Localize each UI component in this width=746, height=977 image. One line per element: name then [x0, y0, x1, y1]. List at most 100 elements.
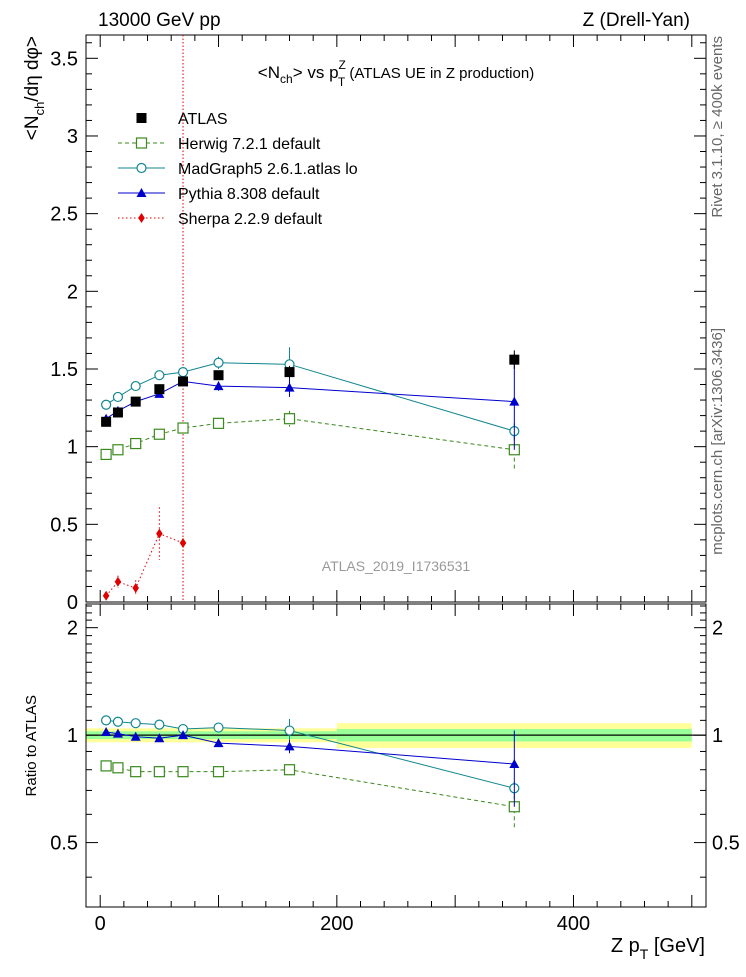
chart-title-sub-ch: ch [280, 72, 293, 86]
y-axis-title-top-a: <N [22, 115, 43, 140]
ratio-y-tick-label-right: 2 [712, 618, 723, 640]
legend-marker-0 [136, 113, 147, 123]
ratio-y-tick-label: 2 [67, 618, 78, 640]
series-filled-triangle-ratio-point [178, 730, 189, 740]
atlas-data-point [509, 354, 520, 365]
top-y-tick-label: 3.5 [50, 48, 78, 70]
series-open-square-ratio-point [112, 762, 124, 774]
series-filled-triangle-ratio-point [213, 738, 224, 748]
series-open-circle-point [112, 391, 124, 403]
x-axis-title-unit: [GeV] [648, 935, 705, 957]
legend-marker-4 [138, 213, 145, 223]
series-open-circle-point [101, 399, 112, 410]
atlas-data-point [213, 370, 224, 381]
y-axis-title-bottom: Ratio to ATLAS [23, 695, 40, 796]
legend-label-4: Sherpa 2.2.9 default [178, 211, 323, 228]
chart-title: <Nch> vs pZ T (ATLAS UE in Z production) [258, 58, 534, 89]
series-open-circle-ratio-point [101, 715, 112, 726]
chart-title-part-c: (ATLAS UE in Z production) [345, 65, 534, 82]
top-y-tick-label: 0 [67, 592, 78, 614]
ratio-panel-frame [85, 603, 707, 908]
chart-title-part-a: <N [258, 63, 280, 82]
legend-label-1: Herwig 7.2.1 default [178, 136, 321, 153]
series-open-square-ratio-point [212, 766, 225, 778]
ratio-y-tick-label-right: 1 [712, 725, 723, 747]
series-open-circle-point [177, 366, 189, 378]
top-y-tick-label: 0.5 [50, 514, 78, 536]
header-energy-label: 13000 GeV pp [98, 10, 221, 31]
series-open-square-ratio-point [100, 760, 112, 772]
series-open-square-point [283, 413, 296, 425]
rivet-side-label: Rivet 3.1.10, ≥ 400k events [709, 36, 726, 218]
legend-label-2: MadGraph5 2.6.1.atlas lo [178, 161, 358, 178]
series-filled-triangle-ratio-point [130, 731, 141, 741]
series-open-square-point [153, 428, 165, 440]
series-filled-triangle-ratio-point [112, 728, 123, 738]
series-filled-triangle-ratio-point [101, 727, 112, 737]
x-tick-label: 0 [95, 913, 106, 935]
series-filled-triangle-point [284, 382, 295, 392]
main-panel-frame [85, 34, 707, 603]
series-open-circle-point [130, 380, 141, 392]
series-open-square-point [177, 422, 189, 434]
series-open-square-point [212, 417, 225, 429]
series-filled-diamond-line [105, 533, 184, 597]
legend-marker-3 [136, 188, 147, 197]
ratio-y-tick-label: 1 [67, 725, 78, 747]
ratio-panel: 0 200 400 0.5 0.5 1 1 2 2 [50, 603, 740, 935]
atlas-data-point [130, 396, 141, 407]
y-axis-title-top-sub: ch [32, 102, 47, 116]
chart-title-sup-z: Z [339, 58, 346, 72]
top-y-tick-label: 2 [67, 281, 78, 303]
series-open-square-ratio-point [130, 766, 142, 778]
series-open-circle-line [105, 362, 515, 432]
series-open-square-ratio-point [283, 764, 296, 776]
series-filled-triangle-ratio-point [509, 759, 520, 769]
legend: ATLAS Herwig 7.2.1 default MadGraph5 2.6.1… [118, 111, 358, 228]
atlas-data-point [178, 376, 189, 387]
top-y-tick-label: 3 [67, 126, 78, 148]
legend-label-3: Pythia 8.308 default [178, 186, 320, 203]
series-open-circle-ratio-point [130, 718, 141, 729]
chart-title-part-b: > vs p [293, 63, 339, 82]
series-filled-diamond-point [179, 537, 187, 548]
y-axis-title-top: <Nch/dη dφ> [22, 36, 47, 140]
series-open-square-line [105, 418, 515, 455]
main-panel: 0 0.5 1 1.5 2 2.5 3 3.5 [50, 34, 707, 614]
legend-label-0: ATLAS [178, 111, 228, 128]
series-open-square-ratio-point [177, 766, 189, 778]
legend-marker-1 [135, 137, 148, 149]
series-filled-triangle-point [213, 381, 224, 391]
x-axis-title: Z pT [GeV] [611, 935, 705, 962]
ratio-y-tick-label-right: 0.5 [712, 833, 740, 855]
x-axis-title-sub: T [640, 946, 649, 962]
atlas-data-point [112, 407, 123, 418]
series-open-circle-ratio-point [154, 719, 165, 730]
series-filled-diamond-point [132, 583, 139, 594]
header-process-label: Z (Drell-Yan) [583, 10, 690, 31]
x-axis-title-main: Z p [611, 935, 640, 957]
top-y-tick-label: 1 [67, 437, 78, 459]
series-filled-triangle-ratio-point [154, 733, 165, 743]
series-open-circle-ratio-point [112, 716, 124, 727]
series-open-circle-point [213, 357, 224, 368]
series-open-square-point [100, 448, 112, 461]
series-filled-diamond-point [114, 576, 122, 587]
series-filled-diamond-point [156, 528, 163, 539]
x-tick-label: 200 [320, 913, 353, 935]
series-filled-diamond-point [102, 590, 110, 601]
series-open-circle-ratio-point [284, 725, 295, 736]
series-open-circle-ratio-point [213, 722, 224, 733]
series-filled-triangle-ratio-point [284, 741, 295, 751]
series-open-square-point [112, 444, 124, 456]
series-open-square-ratio-point [153, 766, 165, 778]
analysis-watermark: ATLAS_2019_I1736531 [322, 558, 471, 574]
top-y-tick-label: 1.5 [50, 359, 78, 381]
chart-title-sub-t: T [338, 75, 346, 89]
mcplots-side-label: mcplots.cern.ch [arXiv:1306.3436] [709, 328, 726, 555]
top-y-tick-label: 2.5 [50, 204, 78, 226]
x-tick-label: 400 [557, 913, 590, 935]
atlas-data-point [284, 367, 295, 378]
